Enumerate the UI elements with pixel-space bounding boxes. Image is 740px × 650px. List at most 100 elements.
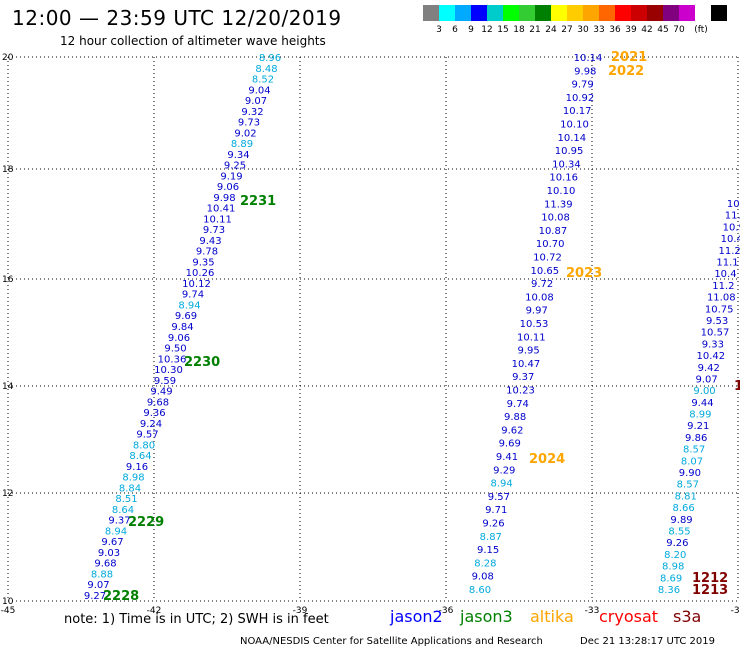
wave-height-value: 8.98 [122, 473, 144, 484]
wave-height-value: 9.42 [698, 363, 720, 374]
legend-swatch [551, 5, 567, 21]
wave-height-value: 9.41 [496, 452, 518, 463]
page-subtitle: 12 hour collection of altimeter wave hei… [60, 34, 326, 48]
legend-swatch [423, 5, 439, 21]
wave-height-value: 9.68 [147, 397, 169, 408]
legend-swatch [503, 5, 519, 21]
legend-label: 9 [468, 25, 474, 35]
satellite-label: s3a [673, 607, 702, 626]
legend-label: 30 [577, 25, 589, 35]
legend-label: 6 [452, 25, 458, 35]
wave-height-value: 8.51 [115, 494, 137, 505]
wave-height-value: 10.65 [530, 266, 559, 277]
wave-height-value: 9.32 [241, 107, 263, 118]
time-label: 1212 [692, 571, 728, 586]
footer-note: note: 1) Time is in UTC; 2) SWH is in fe… [64, 612, 329, 627]
legend-swatch [535, 5, 551, 21]
wave-height-value: 8.48 [255, 64, 277, 75]
track-c: 8.368.698.988.209.268.559.898.668.818.57… [658, 199, 740, 596]
wave-height-value: 9.15 [477, 545, 499, 556]
wave-height-value: 9.02 [234, 128, 256, 139]
x-tick-label: -33 [585, 606, 600, 616]
wave-height-value: 8.94 [490, 479, 512, 490]
wave-height-value: 9.98 [574, 66, 596, 77]
wave-height-value: 10.17 [563, 106, 592, 117]
time-label: 2021 [611, 50, 647, 65]
wave-height-value: 8.80 [133, 440, 155, 451]
wave-height-value: 9.69 [499, 439, 521, 450]
wave-height-value: 8.89 [231, 139, 253, 150]
wave-height-value: 9.35 [192, 257, 214, 268]
wave-height-value: 9.59 [154, 376, 176, 387]
wave-height-value: 10.14 [557, 133, 586, 144]
wave-height-value: 9.74 [182, 290, 204, 301]
wave-height-value: 9.78 [196, 247, 218, 258]
wave-height-value: 10.30 [154, 365, 183, 376]
wave-height-value: 10.53 [520, 319, 549, 330]
wave-height-value: 8.94 [178, 300, 200, 311]
wave-height-value: 9.06 [217, 182, 239, 193]
wave-height-value: 10.72 [533, 253, 562, 264]
y-tick-label: 10 [2, 597, 14, 607]
wave-height-value: 9.25 [224, 161, 246, 172]
wave-height-value: 10.11 [203, 214, 232, 225]
wave-height-value: 9.26 [666, 538, 688, 549]
legend-label: 42 [641, 25, 653, 35]
time-label: 2023 [566, 266, 602, 281]
legend-label: 27 [561, 25, 573, 35]
wave-height-value: 8.52 [252, 75, 274, 86]
legend-swatch [711, 5, 727, 21]
wave-height-value: 9.24 [140, 419, 162, 430]
time-label: 2024 [529, 452, 565, 467]
wave-height-value: 9.08 [472, 572, 494, 583]
track-b: 8.60 9.08 8.28 9.15 8.87 9.26 9.71 9.57 8.94 9.29… [469, 53, 602, 596]
wave-height-value: 8.81 [675, 491, 697, 502]
legend-swatch [615, 5, 631, 21]
legend-swatch [647, 5, 663, 21]
y-tick-label: 12 [2, 489, 13, 499]
wave-height-value: 10.10 [547, 186, 576, 197]
timestamp-text: Dec 21 13:28:17 UTC 2019 [580, 636, 715, 647]
wave-height-value: 10.4 [714, 269, 736, 280]
wave-height-value: 9.86 [685, 433, 707, 444]
wave-height-value: 8.94 [105, 526, 127, 537]
wave-height-value: 8.55 [668, 527, 690, 538]
legend-label: 33 [593, 25, 605, 35]
wave-height-value: 9.33 [702, 339, 724, 350]
legend-swatch [583, 5, 599, 21]
wave-height-value: 9.73 [238, 118, 260, 129]
wave-height-value: 9.21 [687, 421, 709, 432]
wave-height-value: 10.16 [549, 173, 578, 184]
grid-lines [7, 56, 739, 602]
wave-height-value: 10.87 [539, 226, 568, 237]
wave-height-value: 10.08 [525, 292, 554, 303]
wave-height-value: 8.64 [129, 451, 151, 462]
wave-height-value: 9.89 [670, 515, 692, 526]
wave-height-value: 9.98 [213, 193, 235, 204]
satellite-label: jason2 [390, 607, 443, 626]
satellite-label: altika [530, 607, 574, 626]
time-label: 2228 [103, 589, 139, 604]
wave-height-value: 9.95 [517, 346, 539, 357]
time-label: 1 [734, 379, 740, 394]
track-a: 9.279.078.889.689.039.678.949.378.648.51… [84, 53, 281, 602]
wave-height-value: 10.23 [506, 386, 535, 397]
wave-height-value: 8.36 [658, 585, 680, 596]
wave-height-value: 10.34 [552, 159, 581, 170]
wave-height-value: 9.27 [84, 591, 106, 602]
time-label: 2022 [608, 64, 644, 79]
wave-height-value: 8.87 [480, 532, 502, 543]
wave-height-value: 9.57 [488, 492, 510, 503]
wave-height-value: 9.69 [175, 311, 197, 322]
wave-height-value: 8.57 [677, 480, 699, 491]
y-tick-label: 18 [2, 165, 14, 175]
wave-height-value: 10.42 [696, 351, 725, 362]
legend-label: 70 [673, 25, 685, 35]
satellite-label: cryosat [599, 607, 659, 626]
x-tick-label: -36 [439, 606, 454, 616]
wave-height-value: 10.08 [541, 213, 570, 224]
legend-swatch [663, 5, 679, 21]
wave-height-value: 9.49 [150, 387, 172, 398]
wave-height-value: 9.71 [485, 505, 507, 516]
